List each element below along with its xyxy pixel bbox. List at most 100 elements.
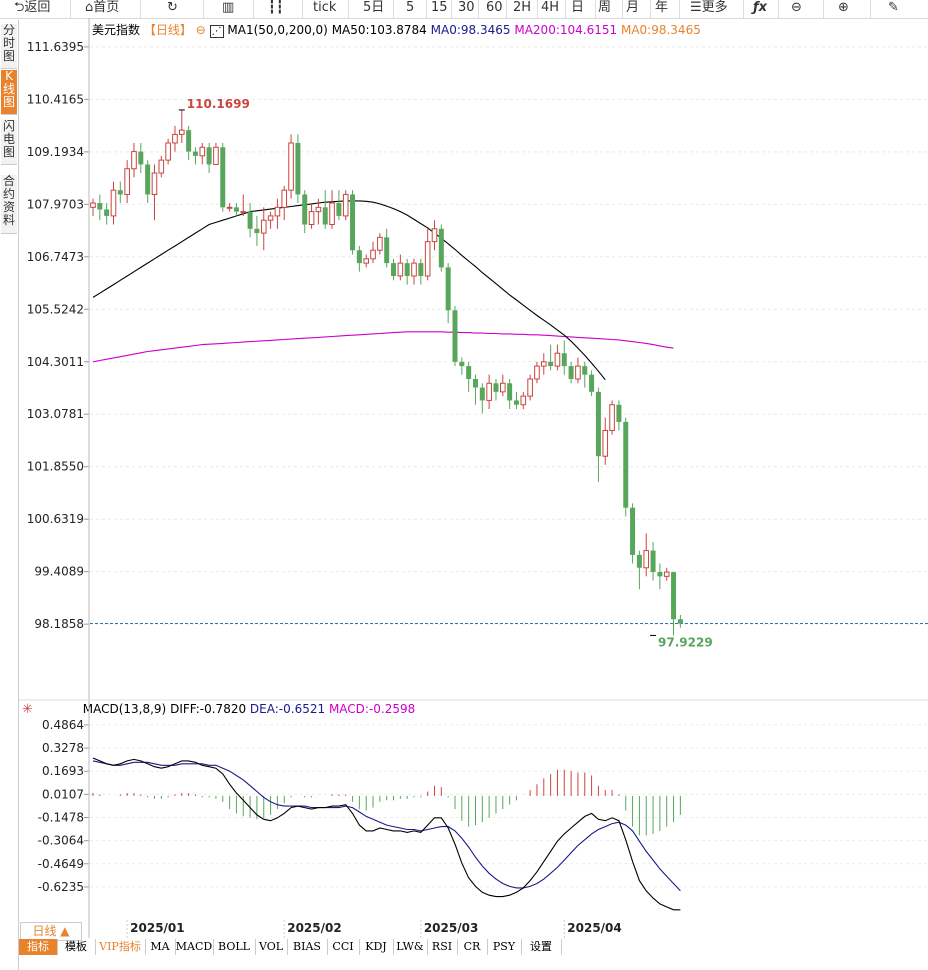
- candle: [650, 542, 656, 581]
- candle: [110, 181, 117, 225]
- candle: [479, 383, 485, 414]
- refresh-button[interactable]: ↻: [167, 0, 178, 18]
- indicator-tab-[interactable]: 模板: [57, 939, 96, 955]
- candle: [623, 417, 629, 517]
- candle-body: [459, 361, 465, 367]
- candle-body: [472, 378, 478, 388]
- indicator-tab-cci[interactable]: CCI: [327, 939, 360, 955]
- candle: [274, 198, 281, 229]
- candle: [520, 391, 527, 410]
- period-button-5[interactable]: 5: [406, 0, 415, 15]
- indicator-tab-vol[interactable]: VOL: [255, 939, 288, 955]
- toolbar-divider: [70, 0, 71, 18]
- toolbar-divider: [348, 0, 349, 18]
- candle-body: [233, 207, 239, 212]
- indicator-tab-boll[interactable]: BOLL: [213, 939, 256, 955]
- candle: [363, 254, 369, 268]
- period-button-30[interactable]: 30: [458, 0, 475, 15]
- candle: [657, 563, 663, 590]
- tab-timeshare[interactable]: 分 时 图: [1, 24, 17, 69]
- indicator-tab-vip[interactable]: VIP指标: [95, 939, 146, 955]
- settings-circle-icon[interactable]: ⊖: [195, 23, 206, 37]
- candle-body: [589, 374, 595, 392]
- indicator-tab-[interactable]: 设置: [521, 939, 562, 955]
- candle: [452, 306, 458, 367]
- indicator-tab-kdj[interactable]: KDJ: [359, 939, 394, 955]
- indicator-tab-psy[interactable]: PSY: [487, 939, 522, 955]
- candle: [548, 344, 554, 371]
- candle-body: [561, 353, 567, 367]
- candle-body: [493, 383, 499, 392]
- period-button-2H[interactable]: 2H: [513, 0, 532, 15]
- tab-flash[interactable]: 闪 电 图: [1, 120, 17, 165]
- period-button-日[interactable]: 日: [571, 0, 585, 15]
- candle-body: [595, 391, 601, 457]
- indicator-tab-[interactable]: 指标: [19, 939, 58, 955]
- candle: [500, 374, 506, 397]
- candle-body: [104, 209, 110, 216]
- candle-chart-button[interactable]: ┇┇: [268, 0, 284, 18]
- candle: [384, 228, 390, 268]
- macd-tick-label: 0.4864: [42, 718, 84, 732]
- chart-settings-icon[interactable]: ⋰: [209, 25, 224, 38]
- indicator-chart-button[interactable]: ▥: [222, 0, 234, 18]
- refresh-icon: ↻: [167, 0, 178, 15]
- indicator-tab-bias[interactable]: BIAS: [287, 939, 328, 955]
- back-button[interactable]: ⮌返回: [14, 0, 50, 18]
- toolbar-divider: [393, 0, 394, 18]
- zoom-in-button[interactable]: ⊕: [838, 0, 849, 18]
- tick-button[interactable]: tick: [313, 0, 337, 15]
- y-tick-label: 109.1934: [27, 145, 84, 159]
- indicator-settings-icon[interactable]: ✳: [22, 702, 33, 717]
- macd-tick-label: 0.0107: [42, 787, 84, 801]
- macd-dea: DEA:-0.6521: [249, 702, 326, 716]
- draw-tool-button[interactable]: ✎: [888, 0, 899, 18]
- ma200-value: MA200:104.6151: [514, 23, 618, 37]
- formula-button[interactable]: ƒx: [753, 0, 767, 18]
- candle: [438, 224, 444, 272]
- ma50-line: [92, 200, 606, 381]
- period-button-60[interactable]: 60: [486, 0, 503, 15]
- period-button-4H[interactable]: 4H: [541, 0, 560, 15]
- candle-body: [486, 382, 492, 401]
- candle-body: [260, 219, 267, 234]
- period-button-年[interactable]: 年: [655, 0, 669, 15]
- indicator-tab-macd[interactable]: MACD: [175, 939, 214, 955]
- period-button-15[interactable]: 15: [431, 0, 448, 15]
- candle: [561, 340, 567, 375]
- bar-chart-icon: ▥: [222, 0, 235, 15]
- candle-body: [404, 263, 410, 276]
- candle: [609, 400, 615, 435]
- candle-body: [117, 190, 123, 195]
- zoom-out-button[interactable]: ⊖: [791, 0, 802, 18]
- tab-contract[interactable]: 合 约 资 料: [1, 175, 17, 234]
- period-button-周[interactable]: 周: [598, 0, 612, 15]
- candle: [431, 220, 438, 251]
- candle-body: [356, 250, 362, 264]
- candle: [630, 503, 636, 564]
- candle-body: [172, 133, 178, 144]
- candle: [233, 203, 239, 216]
- candle-body: [206, 147, 212, 165]
- more-button[interactable]: ☰更多: [690, 0, 728, 18]
- home-label: 首页: [93, 0, 120, 15]
- candle: [308, 203, 315, 229]
- toolbar-divider: [478, 0, 479, 18]
- toolbar-divider: [506, 0, 507, 18]
- home-button[interactable]: ⌂首页: [85, 0, 119, 18]
- candle-body: [582, 366, 588, 375]
- period-button-月[interactable]: 月: [626, 0, 640, 15]
- candle-body: [213, 146, 219, 165]
- macd-name: MACD(13,8,9): [82, 702, 167, 716]
- candlestick-icon: ┇┇: [268, 0, 284, 15]
- y-tick-label: 98.1858: [34, 617, 84, 631]
- indicator-tab-rsi[interactable]: RSI: [427, 939, 458, 955]
- ma0-value: MA0:98.3465: [430, 23, 511, 37]
- fiveday-button[interactable]: 5日: [363, 0, 385, 15]
- indicator-tab-cr[interactable]: CR: [457, 939, 488, 955]
- indicator-tab-ma[interactable]: MA: [145, 939, 176, 955]
- indicator-tab-lw[interactable]: LW&: [393, 939, 428, 955]
- candle-body: [254, 228, 260, 234]
- tab-kline[interactable]: K 线 图: [1, 70, 17, 115]
